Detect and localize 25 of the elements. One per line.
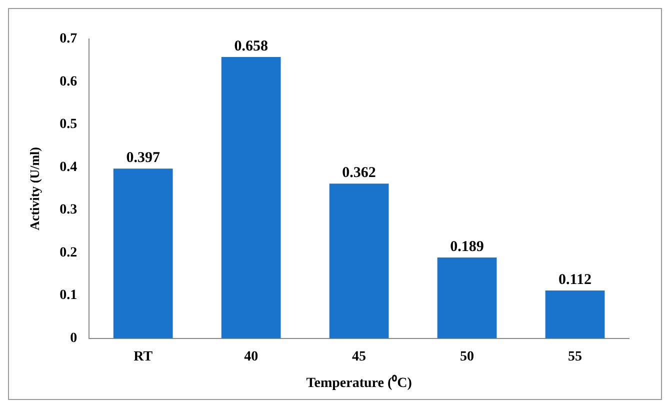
x-tick-label: 55 <box>568 349 582 364</box>
bar <box>329 184 389 338</box>
y-tick-label: 0.6 <box>60 74 78 90</box>
y-tick-label: 0.7 <box>60 32 78 47</box>
data-label: 0.658 <box>234 38 268 54</box>
data-label: 0.189 <box>450 238 484 255</box>
data-label: 0.397 <box>126 150 160 166</box>
y-axis-title: Activity (U/ml) <box>27 147 42 230</box>
y-tick-label: 0.1 <box>60 288 78 304</box>
x-tick-label: 45 <box>352 349 366 364</box>
data-label: 0.112 <box>558 272 592 288</box>
bar <box>437 258 497 338</box>
x-tick-label: 40 <box>244 349 258 364</box>
y-tick-label: 0.5 <box>60 117 78 132</box>
y-tick-label: 0 <box>70 331 78 346</box>
bar <box>545 290 605 338</box>
data-label: 0.362 <box>342 164 376 181</box>
y-tick-label: 0.3 <box>60 202 78 218</box>
x-axis-title: Temperature (⁰C) <box>306 374 412 392</box>
x-tick-label: RT <box>134 349 154 364</box>
y-tick-label: 0.2 <box>60 245 78 260</box>
bar <box>221 56 281 338</box>
bar <box>113 168 173 338</box>
x-tick-label: 50 <box>460 349 474 364</box>
y-tick-label: 0.4 <box>60 160 78 175</box>
